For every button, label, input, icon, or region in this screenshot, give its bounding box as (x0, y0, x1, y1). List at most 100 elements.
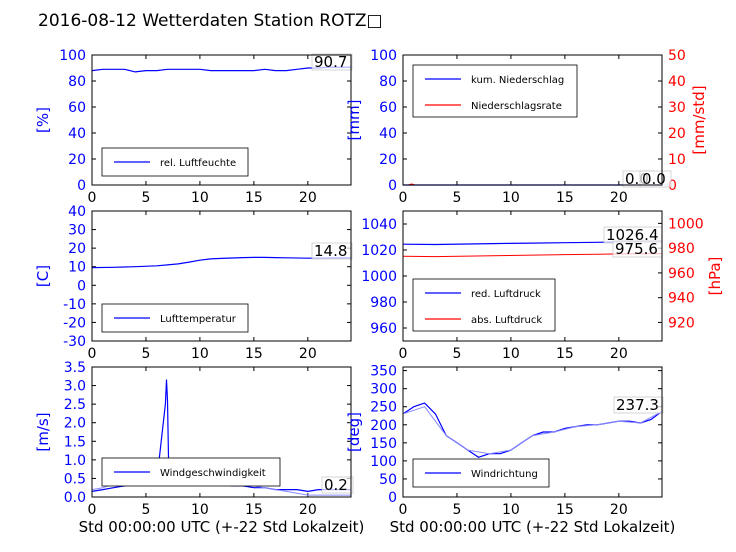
y-tick-label: 350 (370, 364, 397, 380)
y2-tick-label: 1000 (668, 216, 704, 232)
y-axis-label: [mm] (345, 100, 363, 141)
y-tick-label: 10 (68, 260, 86, 276)
legend-label: kum. Niederschlag (471, 75, 564, 86)
y-tick-label: 980 (370, 295, 397, 311)
value-label-box (311, 242, 353, 260)
x-tick-label: 20 (299, 190, 317, 206)
x-tick-label: 10 (502, 346, 520, 362)
y-tick-label: 1000 (361, 269, 397, 285)
y-axis-label: [deg] (345, 412, 363, 452)
y-tick-label: 200 (370, 418, 397, 434)
y-tick-label: 60 (68, 100, 86, 116)
value-label: 975.6 (615, 240, 658, 258)
x-tick-label: 20 (610, 346, 628, 362)
series-line (402, 406, 663, 455)
series-line (91, 66, 352, 73)
y-tick-label: 100 (370, 454, 397, 470)
y-tick-label: 40 (379, 126, 397, 142)
value-label: 237.3 (616, 396, 659, 414)
legend: Windgeschwindigkeit (101, 457, 281, 487)
x-tick-label: 15 (245, 346, 263, 362)
value-label: 90.7 (314, 53, 347, 71)
y-tick-label: 20 (379, 152, 397, 168)
plot-frame (402, 210, 663, 342)
y-tick-label: 0 (77, 278, 86, 294)
legend-label: red. Luftdruck (471, 289, 541, 300)
y-axis-label: [m/s] (34, 412, 52, 451)
x-tick-label: 20 (610, 190, 628, 206)
plot-frame (91, 366, 352, 498)
value-label: 0.0 (642, 170, 666, 188)
y2-tick-label: 20 (668, 126, 686, 142)
x-tick-label: 5 (452, 190, 461, 206)
y-tick-label: 20 (68, 241, 86, 257)
y-tick-label: 0.5 (64, 471, 86, 487)
legend-label: Lufttemperatur (160, 314, 237, 325)
y-tick-label: 300 (370, 382, 397, 398)
y2-tick-label: 0 (668, 178, 677, 194)
y2-tick-label: 30 (668, 100, 686, 116)
y-tick-label: 20 (68, 152, 86, 168)
y-tick-label: 3.0 (64, 379, 86, 395)
x-tick-label: 0 (399, 346, 408, 362)
value-label: 1026.4 (606, 226, 659, 244)
y-tick-label: 0 (77, 178, 86, 194)
y2-axis-label: [mm/std] (690, 85, 708, 154)
x-axis-label: Std 00:00:00 UTC (+-22 Std Lokalzeit) (390, 518, 676, 536)
legend-label: abs. Luftdruck (471, 315, 542, 326)
y-tick-label: 3.5 (64, 360, 86, 376)
y-tick-label: 100 (370, 48, 397, 64)
y-tick-label: 60 (379, 100, 397, 116)
y2-tick-label: 40 (668, 74, 686, 90)
y-tick-label: 80 (379, 74, 397, 90)
x-tick-label: 15 (556, 502, 574, 518)
value-label-box (613, 396, 664, 414)
x-tick-label: 5 (141, 346, 150, 362)
value-label-box (321, 476, 354, 494)
x-tick-label: 15 (245, 190, 263, 206)
panel-3: 0 5 10 15 20 -30 -20 -10 0 10 20 30 40 [C] Lufttempera… (34, 204, 353, 362)
legend: Lufttemperatur (101, 303, 249, 333)
legend: kum. Niederschlag Niederschlagsrate (412, 64, 578, 118)
plot-frame (402, 54, 663, 186)
x-tick-label: 10 (191, 502, 209, 518)
y-tick-label: 1020 (361, 243, 397, 259)
x-axis-label: Std 00:00:00 UTC (+-22 Std Lokalzeit) (79, 518, 365, 536)
y-tick-label: 0.0 (64, 490, 86, 506)
value-label-box (639, 170, 672, 188)
value-label: 0.2 (324, 476, 348, 494)
y-tick-label: 30 (68, 223, 86, 239)
plot-frame (91, 54, 352, 186)
y-tick-label: 40 (68, 204, 86, 220)
panel-1: 0 5 10 15 20 0 20 40 60 80 100 [%] rel. Luftfeuchte 9… (34, 48, 353, 206)
y-tick-label: -10 (63, 297, 86, 313)
x-tick-label: 15 (245, 502, 263, 518)
series-line (91, 256, 352, 269)
value-label: 14.8 (314, 242, 347, 260)
legend-label: Windgeschwindigkeit (160, 468, 266, 479)
x-tick-label: 5 (452, 346, 461, 362)
y-tick-label: 0 (388, 490, 397, 506)
y-tick-label: 1.5 (64, 434, 86, 450)
x-tick-label: 5 (141, 190, 150, 206)
legend: Windrichtung (412, 458, 550, 488)
y-tick-label: -30 (63, 334, 86, 350)
x-tick-label: 0 (88, 502, 97, 518)
y2-tick-label: 960 (668, 266, 695, 282)
x-tick-label: 15 (556, 346, 574, 362)
y-tick-label: -20 (63, 315, 86, 331)
y-axis-label: [C] (34, 265, 52, 287)
x-tick-label: 0 (399, 190, 408, 206)
value-label-box (311, 53, 353, 71)
y2-tick-label: 50 (668, 48, 686, 64)
panel-5: 0 5 10 15 20 0.0 0.5 1.0 1.5 2.0 2.5 3.0 3.5 [m/s] Std… (34, 360, 364, 536)
y-tick-label: 2.5 (64, 397, 86, 413)
legend-label: Niederschlagsrate (471, 101, 562, 112)
y2-axis-label: [hPa] (706, 257, 724, 296)
y-tick-label: 50 (379, 472, 397, 488)
panel-4: 0 5 10 15 20 960 980 1000 1020 1040 920 940 960 980 10… (361, 210, 724, 362)
legend: red. Luftdruck abs. Luftdruck (412, 278, 556, 332)
y-axis-label: [%] (34, 107, 52, 133)
x-tick-label: 5 (141, 502, 150, 518)
